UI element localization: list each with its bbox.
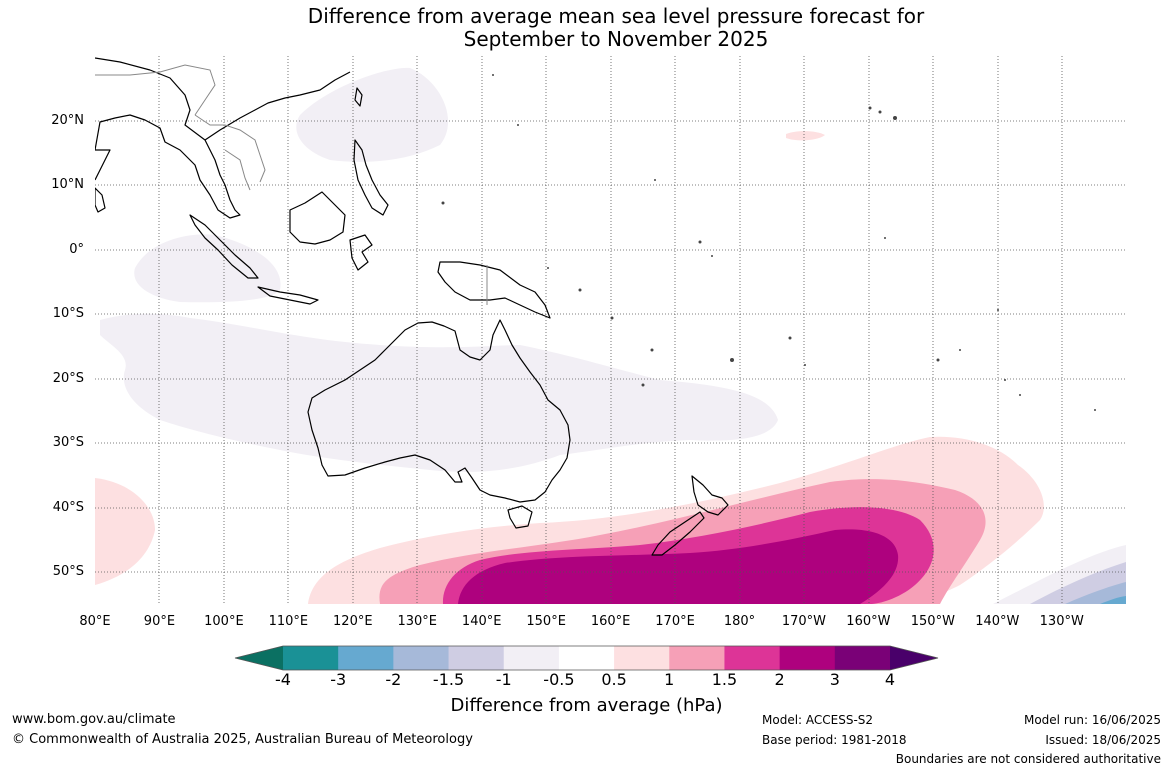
coastlines — [95, 57, 729, 556]
small-islands — [441, 74, 1096, 411]
anomaly-region-deep-magenta — [458, 529, 899, 604]
longitude-label: 140°W — [975, 614, 1020, 629]
colorbar-swatch — [393, 646, 450, 670]
colorbar-extend-low — [235, 646, 283, 670]
philippines-coastline — [353, 139, 389, 216]
new-guinea-coastline — [437, 261, 551, 319]
new-zealand-south-coastline — [651, 511, 705, 556]
longitude-label: 160°E — [590, 614, 631, 629]
title-line-2: September to November 2025 — [463, 27, 769, 51]
longitude-label: 80°E — [79, 614, 111, 629]
colorbar — [234, 645, 939, 671]
colorbar-swatch — [283, 646, 339, 670]
colorbar-tick-label: -1 — [495, 670, 512, 689]
colorbar-tick-label: 3 — [829, 670, 840, 689]
latitude-label: 0° — [69, 242, 84, 257]
longitude-label: 140°E — [461, 614, 502, 629]
latitude-label: 20°S — [52, 371, 84, 386]
colorbar-swatch — [614, 646, 670, 670]
longitude-label: 170°W — [781, 614, 827, 629]
colorbar-swatch — [503, 646, 560, 670]
colorbar-swatch — [448, 646, 505, 670]
anomaly-region-pale-pink-1 — [95, 478, 155, 585]
anomaly-region-light-negative-2 — [134, 234, 281, 303]
colorbar-tick-label: 1 — [664, 670, 675, 689]
longitude-label: 130°E — [397, 614, 438, 629]
sulawesi-coastline — [349, 234, 373, 271]
anomaly-region-light-negative-1 — [296, 67, 449, 162]
longitude-label: 150°E — [526, 614, 566, 629]
colorbar-tick-label: -4 — [275, 670, 291, 689]
colorbar-swatch — [724, 646, 781, 670]
australia-coastline — [307, 319, 571, 503]
anomaly-region-light-negative-3 — [100, 313, 778, 472]
colorbar-tick-label: -2 — [385, 670, 402, 689]
taiwan-coastline — [354, 87, 363, 107]
anomaly-region-pale-pink-2 — [786, 131, 825, 141]
colorbar-tick-label: -1.5 — [432, 670, 465, 689]
asia-mainland-coastline-2 — [204, 71, 351, 141]
title-line-1: Difference from average mean sea level p… — [307, 4, 925, 28]
anomaly-shading — [95, 67, 1126, 604]
colorbar-swatch — [669, 646, 725, 670]
longitude-label: 180° — [723, 614, 756, 629]
political-boundaries — [95, 64, 488, 305]
latitude-label: 50°S — [52, 564, 84, 579]
colorbar-swatch — [558, 646, 615, 670]
longitude-label: 110°E — [268, 614, 309, 629]
longitude-label: 150°W — [910, 614, 955, 629]
colorbar-label: Difference from average (hPa) — [450, 695, 723, 716]
asia-mainland-coastline — [95, 57, 241, 219]
colorbar-tick-label: -3 — [330, 670, 347, 689]
colorbar-tick-label: -0.5 — [543, 670, 575, 689]
anomaly-region-negative-se-3 — [1065, 582, 1126, 604]
latitude-label: 40°S — [52, 500, 84, 515]
latitude-label: 10°S — [52, 306, 84, 321]
colorbar-swatch — [834, 646, 891, 670]
latitude-label: 30°S — [52, 435, 84, 450]
latitude-label: 10°N — [51, 177, 84, 192]
longitude-label: 90°E — [143, 614, 176, 629]
latitude-label: 20°N — [51, 113, 84, 128]
boundaries-disclaimer: Boundaries are not considered authoritat… — [895, 752, 1161, 766]
gridlines — [95, 56, 1126, 604]
longitude-label: 100°E — [204, 614, 244, 629]
issued-info: Issued: 18/06/2025 — [1045, 733, 1161, 747]
colorbar-outline — [234, 645, 939, 671]
colorbar-tick-label: 1.5 — [711, 670, 738, 689]
tasmania-coastline — [507, 505, 533, 529]
java-coastline — [257, 286, 319, 305]
base-period-info: Base period: 1981-2018 — [762, 733, 907, 747]
colorbar-swatch — [338, 646, 394, 670]
longitude-label: 170°E — [655, 614, 695, 629]
sri-lanka-coastline — [95, 187, 106, 213]
sumatra-coastline — [189, 214, 259, 279]
model-info: Model: ACCESS-S2 — [762, 713, 874, 727]
new-zealand-coastline — [691, 475, 729, 516]
anomaly-region-negative-se-4 — [1100, 596, 1126, 604]
model-run-info: Model run: 16/06/2025 — [1023, 713, 1161, 727]
longitude-label: 120°E — [333, 614, 373, 629]
copyright-text: © Commonwealth of Australia 2025, Austra… — [12, 732, 473, 747]
colorbar-swatch — [779, 646, 836, 670]
longitude-label: 130°W — [1039, 614, 1084, 629]
colorbar-extend-high — [890, 646, 938, 670]
borneo-coastline — [289, 191, 346, 245]
longitude-label: 160°W — [846, 614, 891, 629]
colorbar-tick-label: 2 — [774, 670, 785, 689]
colorbar-tick-label: 4 — [884, 670, 896, 689]
colorbar-tick-label: 0.5 — [601, 670, 627, 689]
website-link[interactable]: www.bom.gov.au/climate — [12, 712, 176, 727]
